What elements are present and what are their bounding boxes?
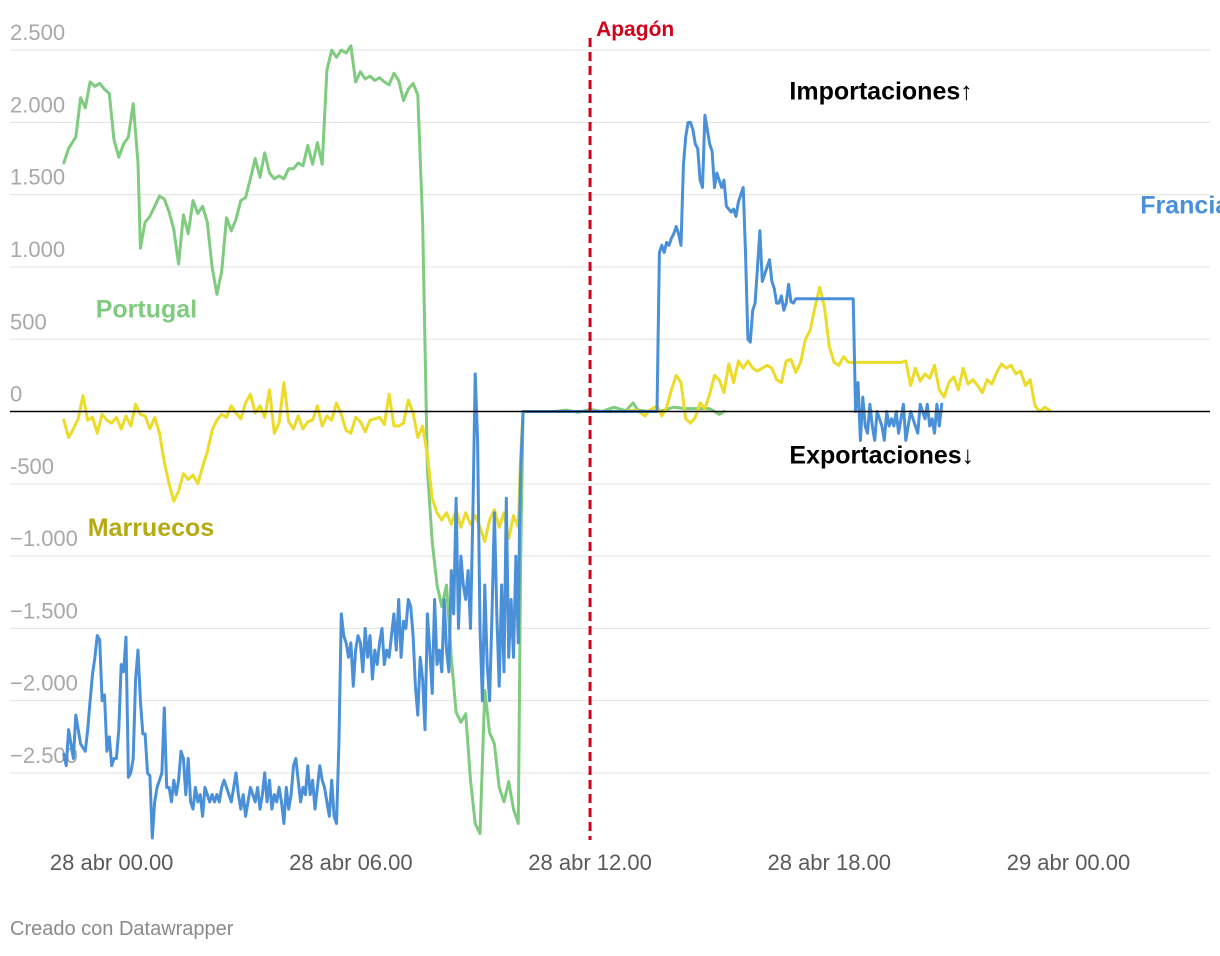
- datawrapper-credit: Creado con Datawrapper: [10, 918, 234, 940]
- x-tick-label: 29 abr 00.00: [1007, 850, 1131, 875]
- gridlines: [10, 49, 1210, 774]
- x-tick-label: 28 abr 00.00: [50, 850, 174, 875]
- x-tick-label: 28 abr 12.00: [528, 850, 652, 875]
- y-tick-label: −1.000: [10, 526, 78, 551]
- blackout-marker: Apagón: [588, 18, 674, 840]
- series-label-portugal: Portugal: [96, 296, 197, 324]
- series-label-marruecos: Marruecos: [88, 514, 214, 542]
- y-tick-label: 1.000: [10, 237, 65, 262]
- annotations: Importaciones↑ Exportaciones↓: [789, 77, 974, 469]
- y-tick-label: 1.500: [10, 165, 65, 190]
- exports-annotation: Exportaciones↓: [789, 442, 974, 470]
- y-tick-label: 2.000: [10, 92, 65, 117]
- x-tick-label: 28 abr 06.00: [289, 850, 413, 875]
- y-tick-label: −2.000: [10, 671, 78, 696]
- series-labels: Portugal Marruecos Francia: [88, 191, 1220, 541]
- y-axis-tick-labels: 2.500 2.000 1.500 1.000 500 0 -500 −1.000 −1.500…: [10, 20, 78, 768]
- imports-annotation: Importaciones↑: [789, 77, 972, 105]
- series-line-marruecos: [62, 285, 1051, 544]
- x-axis-tick-labels: 28 abr 00.00 28 abr 06.00 28 abr 12.00 28 a…: [50, 850, 1130, 875]
- line-chart: 2.500 2.000 1.500 1.000 500 0 -500 −1.000 −1.500…: [10, 18, 1220, 875]
- y-tick-label: -500: [10, 454, 54, 479]
- series-label-francia: Francia: [1140, 191, 1220, 219]
- x-tick-label: 28 abr 18.00: [767, 850, 891, 875]
- y-tick-label: 0: [10, 382, 22, 407]
- blackout-label: Apagón: [596, 18, 674, 41]
- series-line-francia: [62, 113, 944, 840]
- y-tick-label: 2.500: [10, 20, 65, 45]
- y-tick-label: 500: [10, 309, 47, 334]
- y-tick-label: −1.500: [10, 598, 78, 623]
